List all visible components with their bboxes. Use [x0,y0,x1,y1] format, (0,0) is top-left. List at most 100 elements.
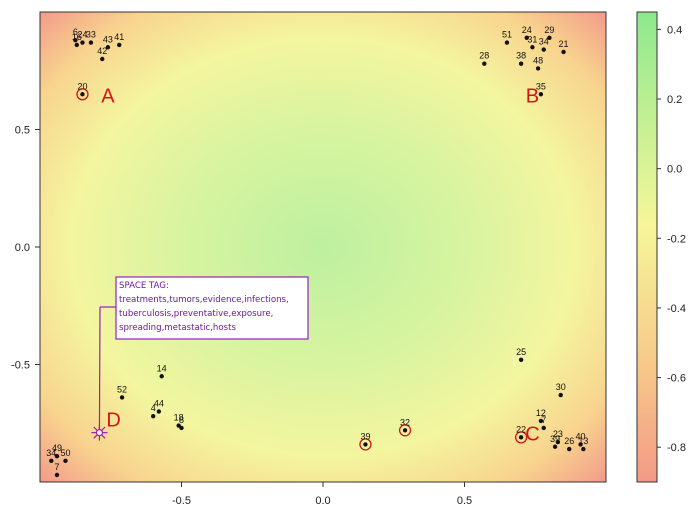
point-label: 34 [539,37,549,47]
data-point [535,66,541,71]
data-point [482,61,487,66]
point-label: 30 [556,382,566,392]
highlight-ring [398,424,412,437]
point-label: 40 [576,431,586,441]
data-point [518,61,524,66]
point-label: 52 [117,384,127,394]
data-point [119,395,125,400]
x-tick-label: 0.0 [315,495,330,507]
point-label: 38 [516,51,526,61]
data-point [100,56,105,62]
target-center [95,429,104,437]
data-point [402,428,408,433]
data-point [518,435,524,440]
data-point [578,442,583,447]
annotation-line: SPACE TAG: [119,281,169,291]
annotation-line: spreading,metastatic,hosts [119,323,236,333]
point-label: 39 [550,434,560,444]
point-label: 7 [54,462,59,472]
data-point [73,38,78,43]
point-label: 41 [114,32,124,42]
point-label: 49 [52,443,62,453]
data-point [552,444,558,449]
point-label: 44 [154,399,164,409]
annotation-line: treatments,tumors,evidence,infections, [119,295,289,305]
data-point [88,40,94,45]
data-point [581,446,586,452]
point-label: 33 [86,30,96,40]
data-point [54,472,60,478]
colorbar-tick-label: 0.4 [667,24,682,36]
x-tick-label: 0.5 [457,495,472,507]
colorbar [636,11,658,483]
data-point [80,92,85,97]
data-point [541,47,546,52]
region-label: C [525,424,539,446]
point-label: 43 [103,34,113,44]
highlight-ring [514,431,528,444]
point-label: 29 [544,25,554,35]
y-tick-label: 0.0 [15,242,30,254]
point-label: 35 [536,81,546,91]
region-label: A [101,85,115,107]
y-tick-label: -0.5 [11,360,30,372]
data-point [567,446,572,452]
data-point [159,374,164,379]
data-point [547,35,552,41]
region-labels: A B C D [101,85,539,445]
data-point [105,45,111,50]
colorbar-ticks: 0.4 0.2 0.0 -0.2 -0.4 -0.6 -0.8 [657,24,686,454]
point-label: 39 [360,431,370,441]
data-point [530,45,535,50]
point-label: 12 [536,408,546,418]
point-label: 24 [77,30,87,40]
point-label: 48 [533,55,543,65]
data-point [555,439,561,445]
colorbar-tick-label: 0.0 [667,164,682,176]
data-point [541,425,546,431]
colorbar-tick-label: 0.2 [667,94,682,106]
region-label: B [526,85,539,107]
axes-layer: -0.5 0.0 0.5 0.5 0.0 -0.5 [11,125,472,508]
data-point [63,458,68,464]
point-label: 13 [578,436,588,446]
colorbar-tick-label: -0.6 [667,373,686,385]
data-point [179,425,184,431]
colorbar-tick-label: -0.4 [667,303,686,315]
colorbar-tick-label: -0.8 [667,442,686,454]
colorbar-tick-label: -0.2 [667,233,686,245]
y-tick-label: 0.5 [15,125,30,137]
x-tick-label: -0.5 [172,495,191,507]
point-label: 21 [559,39,569,49]
region-label: D [106,410,120,432]
annotation-line: tuberculosis,preventative,exposure, [119,309,273,319]
highlight-ring [76,88,89,101]
data-point [504,40,510,45]
data-point [524,35,529,41]
data-point [538,92,544,97]
data-point [156,409,162,414]
point-label: 22 [516,424,526,434]
space-tag-annotation: SPACE TAG: treatments,tumors,evidence,inf… [91,276,309,441]
point-label: 14 [157,363,167,373]
point-label: 20 [77,81,87,91]
annotation-pointer [98,306,101,433]
point-label: 50 [60,448,70,458]
data-point [518,357,524,362]
point-label: 42 [97,46,107,56]
data-point [117,42,122,48]
data-point [151,414,156,419]
point-label: 23 [553,429,563,439]
point-label: 25 [516,347,526,357]
point-label: 6 [73,27,78,37]
data-point [80,40,85,45]
data-point [558,392,563,398]
data-point [54,453,60,459]
point-label: 34 [46,448,56,458]
data-point [561,49,566,55]
data-point [49,458,54,464]
data-point [538,418,544,424]
point-label: 16 [72,32,82,42]
highlight-ring [359,438,372,451]
